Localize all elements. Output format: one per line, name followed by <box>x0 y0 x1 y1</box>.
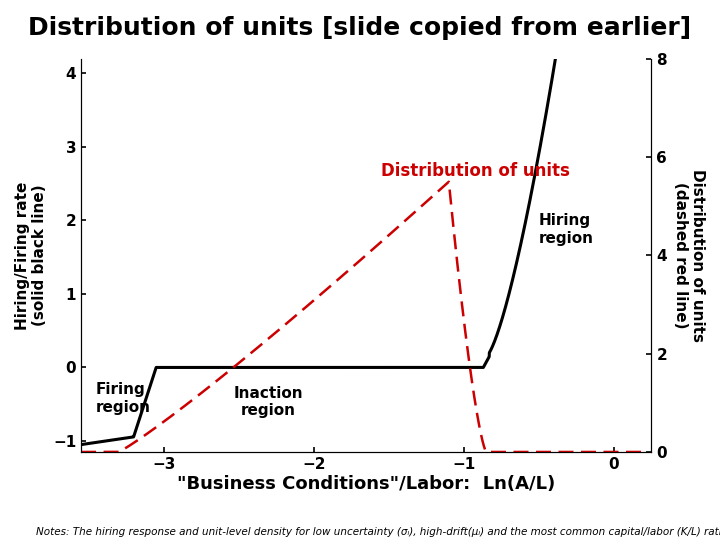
Y-axis label: Distribution of units
(dashed red line): Distribution of units (dashed red line) <box>672 169 705 342</box>
Text: Firing
region: Firing region <box>96 382 151 415</box>
Text: Inaction
region: Inaction region <box>234 386 304 418</box>
X-axis label: "Business Conditions"/Labor:  Ln(A/L): "Business Conditions"/Labor: Ln(A/L) <box>177 475 555 492</box>
Text: Hiring
region: Hiring region <box>539 213 594 246</box>
Y-axis label: Hiring/Firing rate
(solid black line): Hiring/Firing rate (solid black line) <box>15 181 48 329</box>
Text: Distribution of units: Distribution of units <box>382 163 570 180</box>
Text: Notes: The hiring response and unit-level density for low uncertainty (σₗ), high: Notes: The hiring response and unit-leve… <box>36 527 720 537</box>
Text: Distribution of units [slide copied from earlier]: Distribution of units [slide copied from… <box>28 16 692 40</box>
